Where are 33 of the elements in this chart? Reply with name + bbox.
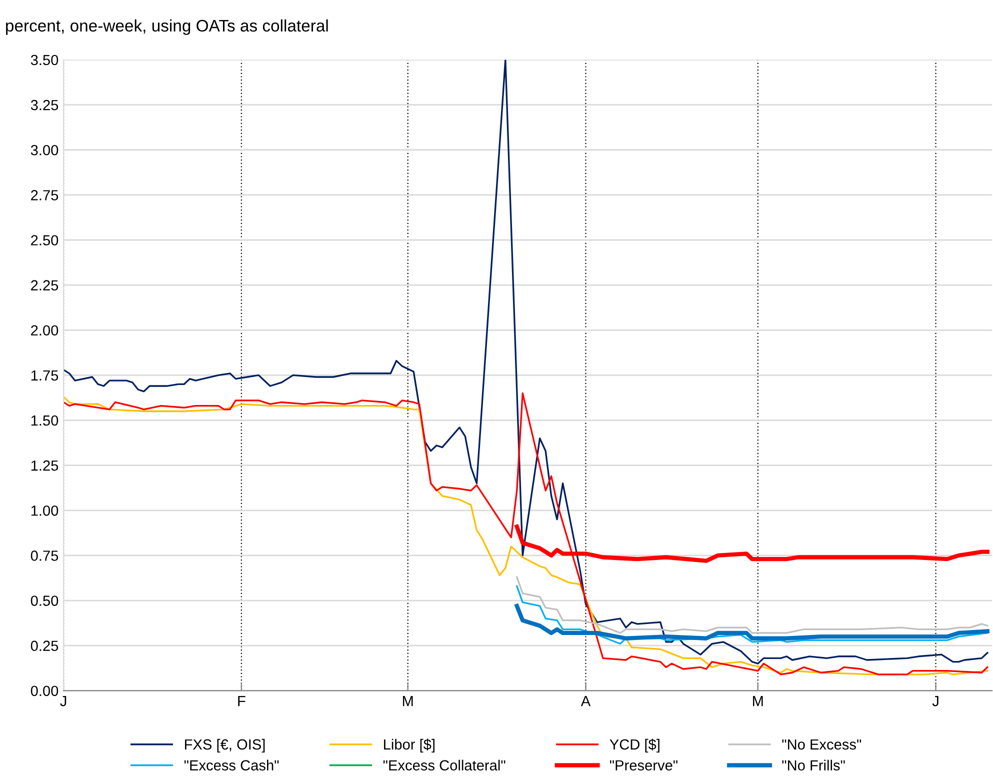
line-series (514, 604, 990, 640)
line-series (516, 576, 988, 634)
x-tick-label: J (932, 696, 938, 706)
y-tick-label: 1.00 (31, 505, 58, 516)
y-tick-label: 3.50 (30, 54, 58, 66)
y-tick-label: 2.00 (31, 325, 58, 336)
y-tick-label: 3.00 (30, 144, 58, 156)
legend-label: Libor [$] (384, 738, 434, 753)
legend-label: "Excess Collateral" (383, 760, 506, 771)
x-tick-label: M (753, 696, 763, 706)
y-tick-label: 1.50 (31, 415, 58, 426)
legend-label: "Excess Cash" (184, 760, 279, 771)
chart-title: percent, one-week, using OATs as collateral (6, 19, 328, 35)
legend-label: "No Frills" (782, 760, 845, 771)
legend-label: YCD [$] (610, 738, 660, 753)
legend-label: "No Excess" (782, 739, 862, 750)
x-tick-label: F (238, 696, 246, 706)
y-tick-label: 3.25 (30, 100, 58, 110)
y-tick-label: 0.50 (30, 596, 58, 606)
y-tick-label: 2.75 (31, 190, 58, 200)
legend-label: "Preserve" (610, 760, 678, 771)
x-tick-label: M (402, 696, 413, 706)
y-tick-label: 2.50 (31, 235, 58, 246)
x-tick-label: A (580, 696, 591, 706)
x-tick-label: J (60, 696, 66, 706)
legend-label: FXS [€, OIS] (185, 738, 265, 753)
y-tick-label: 0.75 (30, 550, 58, 561)
y-tick-label: 2.25 (31, 280, 58, 290)
y-tick-label: 0.25 (30, 640, 58, 652)
y-tick-label: 1.75 (31, 370, 58, 381)
y-tick-label: 0.00 (30, 686, 58, 696)
y-tick-label: 1.25 (31, 460, 58, 471)
line-series (64, 60, 988, 664)
